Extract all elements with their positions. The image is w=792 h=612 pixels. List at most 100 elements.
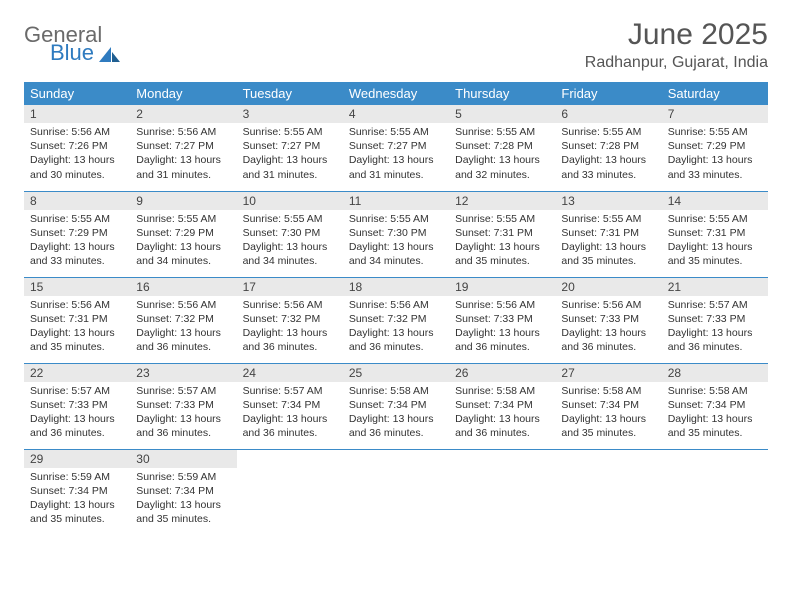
day-details: Sunrise: 5:56 AMSunset: 7:32 PMDaylight:… (343, 296, 449, 359)
day-details: Sunrise: 5:55 AMSunset: 7:27 PMDaylight:… (343, 123, 449, 186)
calendar-day-cell: 1Sunrise: 5:56 AMSunset: 7:26 PMDaylight… (24, 105, 130, 191)
day-details: Sunrise: 5:55 AMSunset: 7:31 PMDaylight:… (555, 210, 661, 273)
calendar-day-cell: 24Sunrise: 5:57 AMSunset: 7:34 PMDayligh… (237, 363, 343, 449)
calendar-day-cell (343, 449, 449, 535)
calendar-day-cell: 4Sunrise: 5:55 AMSunset: 7:27 PMDaylight… (343, 105, 449, 191)
day-number: 25 (343, 364, 449, 382)
day-header: Tuesday (237, 82, 343, 105)
calendar-day-cell: 27Sunrise: 5:58 AMSunset: 7:34 PMDayligh… (555, 363, 661, 449)
calendar-day-cell: 20Sunrise: 5:56 AMSunset: 7:33 PMDayligh… (555, 277, 661, 363)
calendar-day-cell: 17Sunrise: 5:56 AMSunset: 7:32 PMDayligh… (237, 277, 343, 363)
day-details: Sunrise: 5:56 AMSunset: 7:33 PMDaylight:… (555, 296, 661, 359)
calendar-day-cell: 25Sunrise: 5:58 AMSunset: 7:34 PMDayligh… (343, 363, 449, 449)
day-number: 23 (130, 364, 236, 382)
day-number: 26 (449, 364, 555, 382)
day-details: Sunrise: 5:58 AMSunset: 7:34 PMDaylight:… (343, 382, 449, 445)
day-header-row: Sunday Monday Tuesday Wednesday Thursday… (24, 82, 768, 105)
calendar-day-cell: 19Sunrise: 5:56 AMSunset: 7:33 PMDayligh… (449, 277, 555, 363)
calendar-day-cell: 9Sunrise: 5:55 AMSunset: 7:29 PMDaylight… (130, 191, 236, 277)
calendar-day-cell: 30Sunrise: 5:59 AMSunset: 7:34 PMDayligh… (130, 449, 236, 535)
day-details: Sunrise: 5:56 AMSunset: 7:27 PMDaylight:… (130, 123, 236, 186)
logo-sail-icon (99, 47, 121, 63)
day-details: Sunrise: 5:56 AMSunset: 7:32 PMDaylight:… (237, 296, 343, 359)
day-number: 10 (237, 192, 343, 210)
day-details: Sunrise: 5:56 AMSunset: 7:26 PMDaylight:… (24, 123, 130, 186)
day-number: 1 (24, 105, 130, 123)
page-header: GeneralBlue June 2025 Radhanpur, Gujarat… (24, 18, 768, 72)
day-number: 5 (449, 105, 555, 123)
day-details: Sunrise: 5:55 AMSunset: 7:31 PMDaylight:… (662, 210, 768, 273)
calendar-day-cell: 16Sunrise: 5:56 AMSunset: 7:32 PMDayligh… (130, 277, 236, 363)
day-number: 30 (130, 450, 236, 468)
calendar-day-cell: 18Sunrise: 5:56 AMSunset: 7:32 PMDayligh… (343, 277, 449, 363)
day-number: 9 (130, 192, 236, 210)
calendar-week-row: 22Sunrise: 5:57 AMSunset: 7:33 PMDayligh… (24, 363, 768, 449)
day-number: 24 (237, 364, 343, 382)
day-number: 8 (24, 192, 130, 210)
day-number: 2 (130, 105, 236, 123)
calendar-week-row: 1Sunrise: 5:56 AMSunset: 7:26 PMDaylight… (24, 105, 768, 191)
calendar-week-row: 15Sunrise: 5:56 AMSunset: 7:31 PMDayligh… (24, 277, 768, 363)
title-block: June 2025 Radhanpur, Gujarat, India (585, 18, 768, 72)
day-details: Sunrise: 5:55 AMSunset: 7:30 PMDaylight:… (343, 210, 449, 273)
calendar-day-cell: 29Sunrise: 5:59 AMSunset: 7:34 PMDayligh… (24, 449, 130, 535)
day-details: Sunrise: 5:58 AMSunset: 7:34 PMDaylight:… (449, 382, 555, 445)
day-details: Sunrise: 5:55 AMSunset: 7:29 PMDaylight:… (130, 210, 236, 273)
day-number: 4 (343, 105, 449, 123)
calendar-day-cell: 5Sunrise: 5:55 AMSunset: 7:28 PMDaylight… (449, 105, 555, 191)
day-number: 21 (662, 278, 768, 296)
day-number: 18 (343, 278, 449, 296)
day-number: 16 (130, 278, 236, 296)
calendar-week-row: 29Sunrise: 5:59 AMSunset: 7:34 PMDayligh… (24, 449, 768, 535)
day-details: Sunrise: 5:57 AMSunset: 7:34 PMDaylight:… (237, 382, 343, 445)
day-details: Sunrise: 5:55 AMSunset: 7:30 PMDaylight:… (237, 210, 343, 273)
day-number: 22 (24, 364, 130, 382)
day-number: 12 (449, 192, 555, 210)
day-header: Saturday (662, 82, 768, 105)
day-details: Sunrise: 5:58 AMSunset: 7:34 PMDaylight:… (555, 382, 661, 445)
logo-text-blue: Blue (50, 42, 94, 64)
day-details: Sunrise: 5:55 AMSunset: 7:28 PMDaylight:… (449, 123, 555, 186)
logo: GeneralBlue (24, 18, 134, 64)
day-details: Sunrise: 5:57 AMSunset: 7:33 PMDaylight:… (130, 382, 236, 445)
calendar-day-cell: 12Sunrise: 5:55 AMSunset: 7:31 PMDayligh… (449, 191, 555, 277)
calendar-day-cell: 23Sunrise: 5:57 AMSunset: 7:33 PMDayligh… (130, 363, 236, 449)
calendar-day-cell (449, 449, 555, 535)
calendar-day-cell: 8Sunrise: 5:55 AMSunset: 7:29 PMDaylight… (24, 191, 130, 277)
calendar-day-cell: 7Sunrise: 5:55 AMSunset: 7:29 PMDaylight… (662, 105, 768, 191)
day-details: Sunrise: 5:55 AMSunset: 7:29 PMDaylight:… (24, 210, 130, 273)
day-details: Sunrise: 5:55 AMSunset: 7:31 PMDaylight:… (449, 210, 555, 273)
calendar-day-cell (555, 449, 661, 535)
day-number: 11 (343, 192, 449, 210)
calendar-day-cell: 22Sunrise: 5:57 AMSunset: 7:33 PMDayligh… (24, 363, 130, 449)
day-details: Sunrise: 5:55 AMSunset: 7:28 PMDaylight:… (555, 123, 661, 186)
day-number: 7 (662, 105, 768, 123)
day-number: 13 (555, 192, 661, 210)
day-header: Wednesday (343, 82, 449, 105)
day-details: Sunrise: 5:55 AMSunset: 7:29 PMDaylight:… (662, 123, 768, 186)
calendar-table: Sunday Monday Tuesday Wednesday Thursday… (24, 82, 768, 535)
calendar-day-cell: 6Sunrise: 5:55 AMSunset: 7:28 PMDaylight… (555, 105, 661, 191)
day-details: Sunrise: 5:57 AMSunset: 7:33 PMDaylight:… (24, 382, 130, 445)
day-details: Sunrise: 5:56 AMSunset: 7:31 PMDaylight:… (24, 296, 130, 359)
day-header: Thursday (449, 82, 555, 105)
day-details: Sunrise: 5:57 AMSunset: 7:33 PMDaylight:… (662, 296, 768, 359)
day-details: Sunrise: 5:56 AMSunset: 7:33 PMDaylight:… (449, 296, 555, 359)
calendar-day-cell: 14Sunrise: 5:55 AMSunset: 7:31 PMDayligh… (662, 191, 768, 277)
day-number: 29 (24, 450, 130, 468)
day-details: Sunrise: 5:55 AMSunset: 7:27 PMDaylight:… (237, 123, 343, 186)
day-number: 17 (237, 278, 343, 296)
day-header: Friday (555, 82, 661, 105)
day-header: Sunday (24, 82, 130, 105)
calendar-week-row: 8Sunrise: 5:55 AMSunset: 7:29 PMDaylight… (24, 191, 768, 277)
calendar-day-cell: 10Sunrise: 5:55 AMSunset: 7:30 PMDayligh… (237, 191, 343, 277)
day-details: Sunrise: 5:58 AMSunset: 7:34 PMDaylight:… (662, 382, 768, 445)
calendar-day-cell (237, 449, 343, 535)
calendar-day-cell: 13Sunrise: 5:55 AMSunset: 7:31 PMDayligh… (555, 191, 661, 277)
calendar-day-cell: 21Sunrise: 5:57 AMSunset: 7:33 PMDayligh… (662, 277, 768, 363)
day-number: 19 (449, 278, 555, 296)
calendar-day-cell: 28Sunrise: 5:58 AMSunset: 7:34 PMDayligh… (662, 363, 768, 449)
day-number: 3 (237, 105, 343, 123)
calendar-day-cell: 11Sunrise: 5:55 AMSunset: 7:30 PMDayligh… (343, 191, 449, 277)
day-details: Sunrise: 5:59 AMSunset: 7:34 PMDaylight:… (130, 468, 236, 531)
